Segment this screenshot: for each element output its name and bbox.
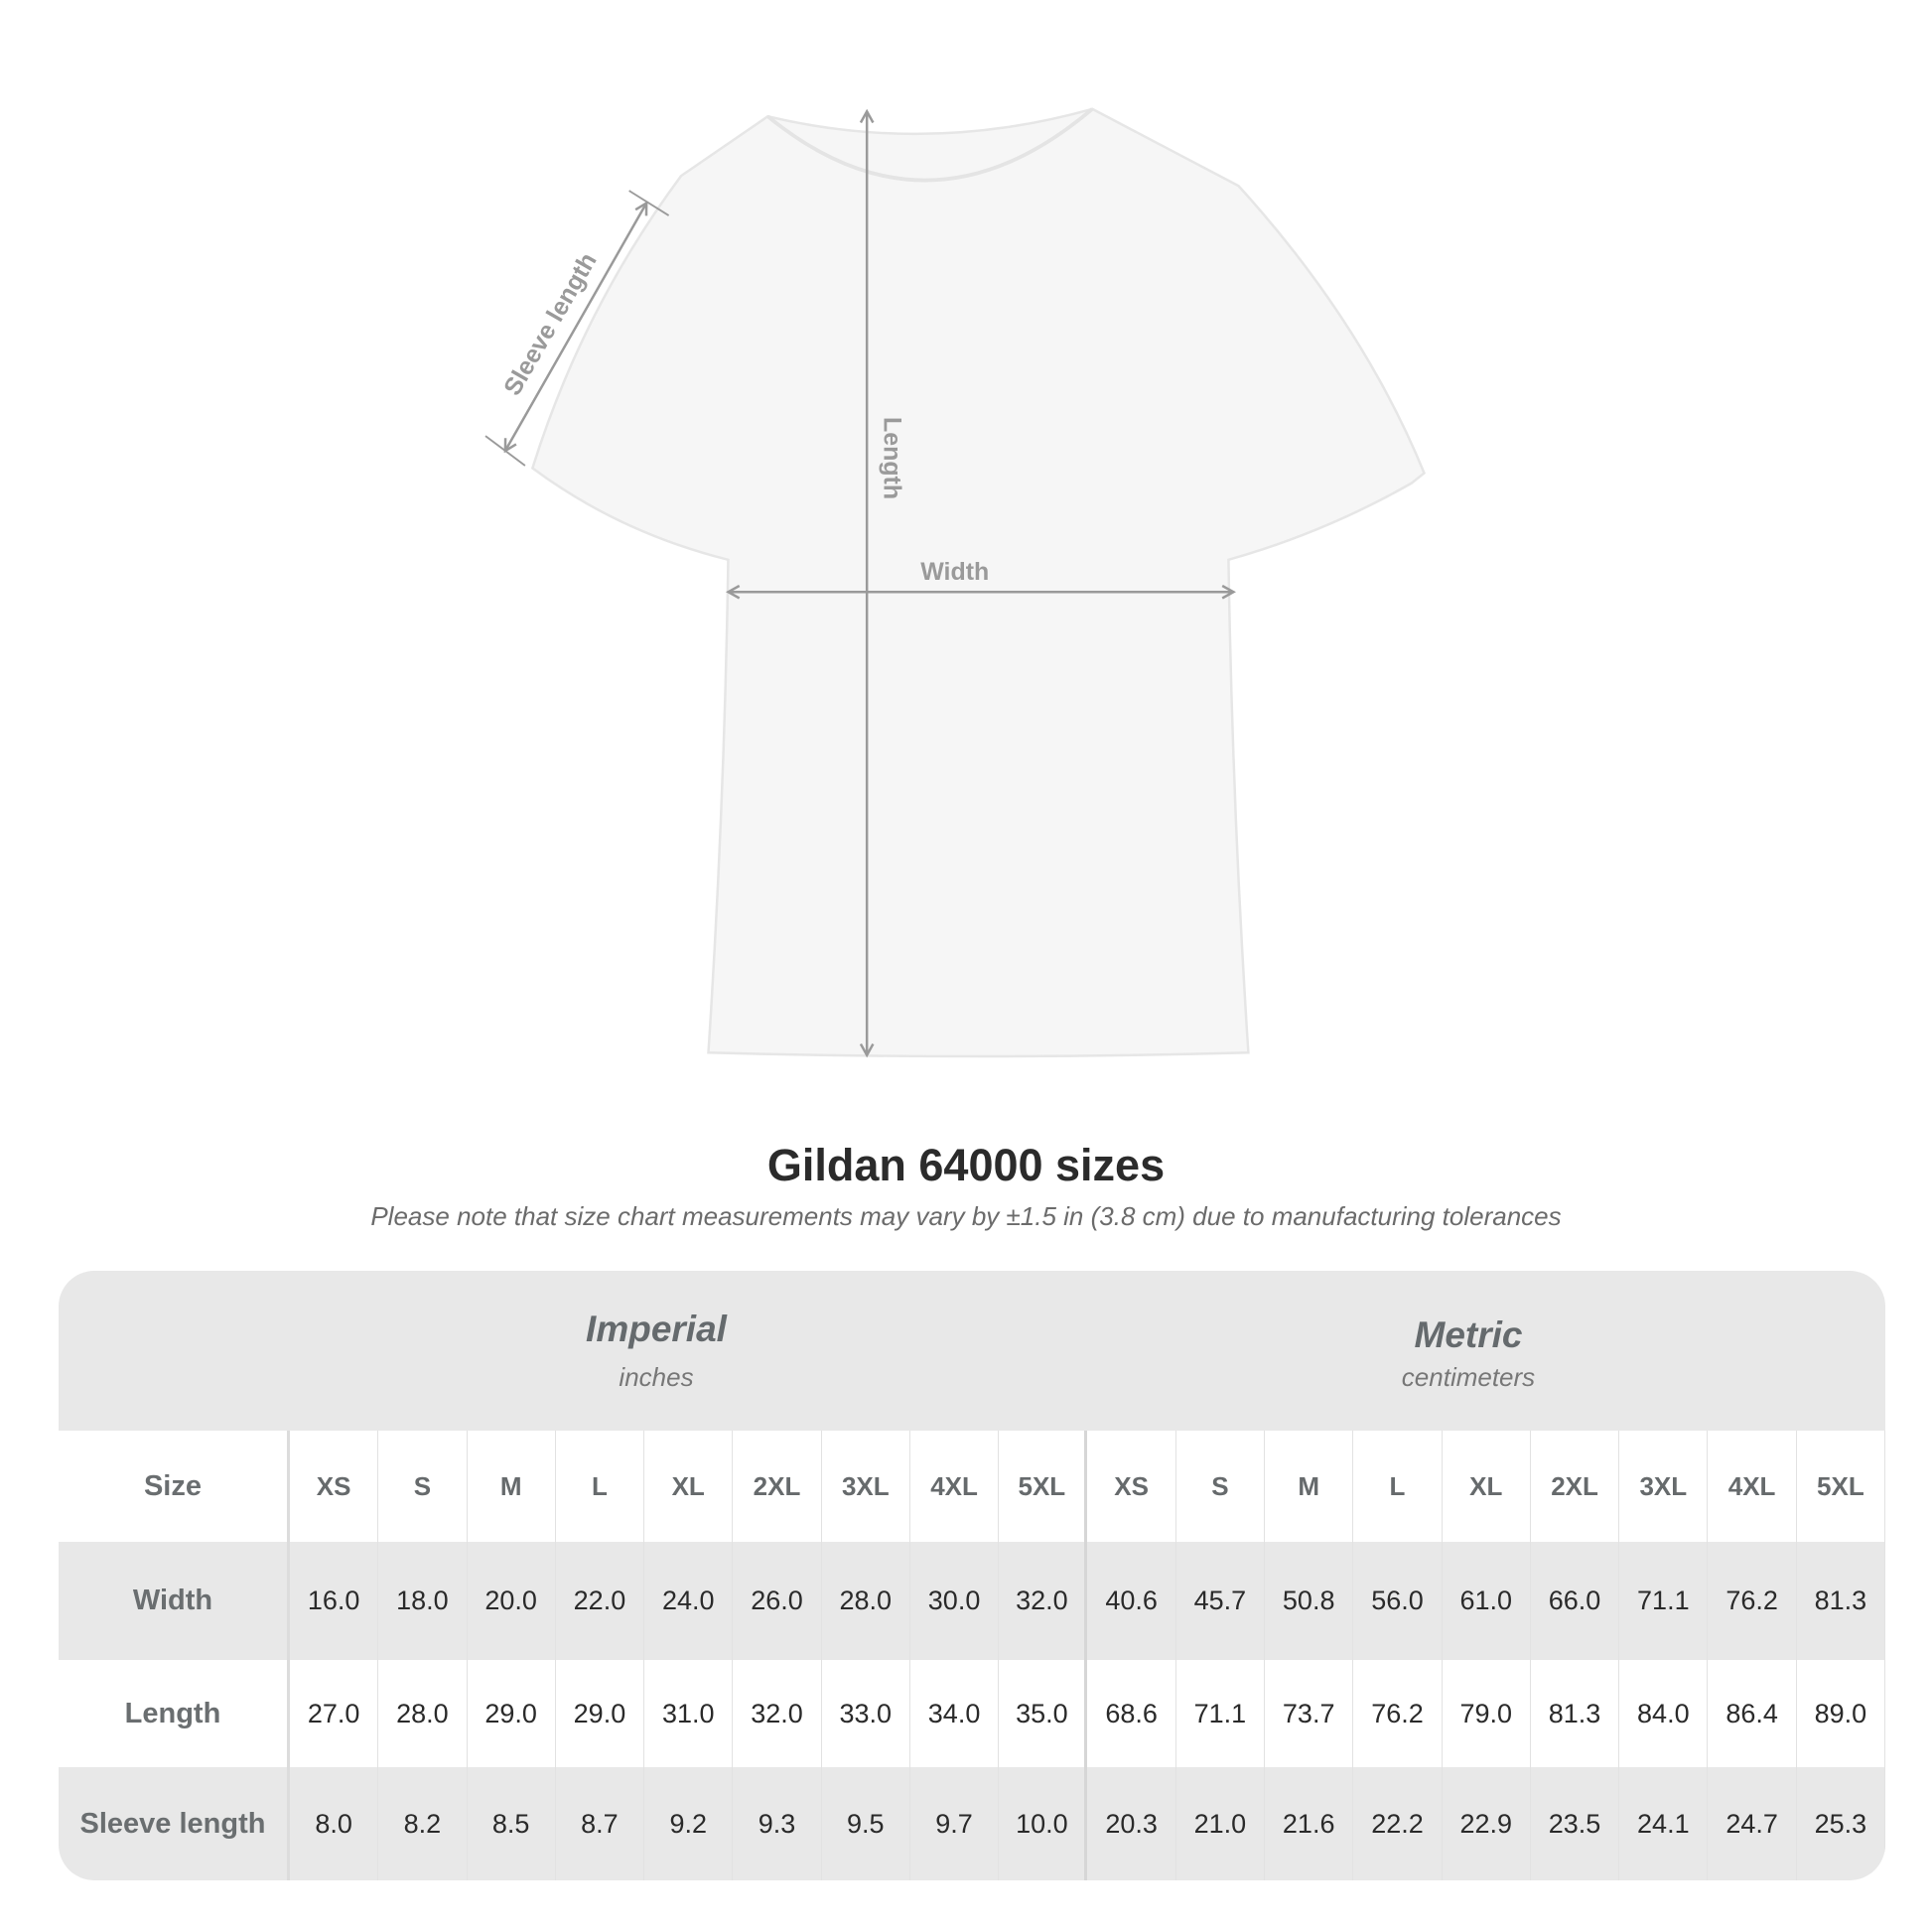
metric-size-header: M — [1265, 1431, 1354, 1542]
imperial-cell: 29.0 — [468, 1660, 556, 1767]
metric-cell: 56.0 — [1353, 1542, 1443, 1660]
imperial-cell: 31.0 — [644, 1660, 734, 1767]
imperial-cell: 32.0 — [999, 1542, 1088, 1660]
imperial-cell: 27.0 — [290, 1660, 379, 1767]
metric-cell: 20.3 — [1087, 1767, 1176, 1880]
chart-title: Gildan 64000 sizes — [766, 1140, 1166, 1190]
imperial-cell: 18.0 — [378, 1542, 468, 1660]
metric-cell: 45.7 — [1176, 1542, 1266, 1660]
row-label: Sleeve length — [59, 1767, 290, 1880]
imperial-size-header: 2XL — [733, 1431, 822, 1542]
metric-cell: 40.6 — [1087, 1542, 1176, 1660]
metric-cell: 23.5 — [1531, 1767, 1620, 1880]
tshirt-diagram: Width Length Sleeve length — [484, 107, 1427, 1112]
imperial-cell: 9.3 — [733, 1767, 822, 1880]
row-label: Size — [59, 1431, 290, 1542]
imperial-size-header: XL — [644, 1431, 734, 1542]
size-header-row: Size XS S M L XL 2XL 3XL 4XL 5XL XS S M L XL 2XL 3XL 4XL 5… — [59, 1431, 1885, 1542]
imperial-size-header: L — [556, 1431, 645, 1542]
imperial-cell: 8.5 — [468, 1767, 556, 1880]
sleeve-arrow — [505, 204, 646, 451]
imperial-cell: 32.0 — [733, 1660, 822, 1767]
metric-cell: 76.2 — [1353, 1660, 1443, 1767]
metric-cell: 24.7 — [1708, 1767, 1797, 1880]
imperial-header: Imperial inches — [358, 1309, 954, 1393]
imperial-cell: 20.0 — [468, 1542, 556, 1660]
imperial-cell: 9.5 — [822, 1767, 910, 1880]
metric-cell: 89.0 — [1797, 1660, 1885, 1767]
imperial-cell: 9.7 — [910, 1767, 1000, 1880]
row-label: Width — [59, 1542, 290, 1660]
metric-cell: 61.0 — [1443, 1542, 1531, 1660]
metric-size-header: 3XL — [1619, 1431, 1709, 1542]
tolerance-note: Please note that size chart measurements… — [370, 1201, 1562, 1231]
metric-cell: 71.1 — [1619, 1542, 1709, 1660]
metric-cell: 22.9 — [1443, 1767, 1531, 1880]
size-table: Imperial inches Metric centimeters Size X… — [59, 1271, 1885, 1880]
metric-cell: 81.3 — [1531, 1660, 1620, 1767]
imperial-size-header: 4XL — [910, 1431, 1000, 1542]
imperial-cell: 9.2 — [644, 1767, 734, 1880]
table-row: Width 16.0 18.0 20.0 22.0 24.0 26.0 28.0 30.0 32.… — [59, 1542, 1885, 1660]
imperial-cell: 22.0 — [556, 1542, 645, 1660]
metric-cell: 24.1 — [1619, 1767, 1709, 1880]
table-row: Sleeve length 8.0 8.2 8.5 8.7 9.2 9.3 9.5 9.7 10.… — [59, 1767, 1885, 1880]
imperial-title: Imperial — [586, 1309, 727, 1349]
row-label: Length — [59, 1660, 290, 1767]
imperial-cell: 8.0 — [290, 1767, 379, 1880]
imperial-cell: 8.2 — [378, 1767, 468, 1880]
metric-cell: 79.0 — [1443, 1660, 1531, 1767]
imperial-cell: 29.0 — [556, 1660, 645, 1767]
width-label: Width — [920, 558, 989, 586]
metric-size-header: 2XL — [1531, 1431, 1620, 1542]
metric-size-header: 4XL — [1708, 1431, 1797, 1542]
imperial-cell: 8.7 — [556, 1767, 645, 1880]
imperial-cell: 28.0 — [822, 1542, 910, 1660]
metric-size-header: XS — [1087, 1431, 1176, 1542]
imperial-size-header: S — [378, 1431, 468, 1542]
imperial-cell: 28.0 — [378, 1660, 468, 1767]
metric-title: Metric — [1414, 1314, 1523, 1355]
imperial-size-header: M — [468, 1431, 556, 1542]
imperial-size-header: 3XL — [822, 1431, 910, 1542]
metric-cell: 71.1 — [1176, 1660, 1266, 1767]
table-row: Length 27.0 28.0 29.0 29.0 31.0 32.0 33.0 34.0 35… — [59, 1660, 1885, 1767]
metric-cell: 22.2 — [1353, 1767, 1443, 1880]
metric-cell: 25.3 — [1797, 1767, 1885, 1880]
imperial-cell: 26.0 — [733, 1542, 822, 1660]
metric-cell: 86.4 — [1708, 1660, 1797, 1767]
imperial-unit: inches — [619, 1362, 694, 1392]
length-label: Length — [879, 417, 906, 499]
metric-cell: 50.8 — [1265, 1542, 1354, 1660]
imperial-size-header: 5XL — [999, 1431, 1088, 1542]
imperial-cell: 33.0 — [822, 1660, 910, 1767]
imperial-cell: 16.0 — [290, 1542, 379, 1660]
metric-unit: centimeters — [1401, 1362, 1536, 1392]
tshirt-shape — [530, 107, 1427, 1058]
metric-cell: 73.7 — [1265, 1660, 1354, 1767]
imperial-cell: 10.0 — [999, 1767, 1088, 1880]
metric-cell: 84.0 — [1619, 1660, 1709, 1767]
metric-cell: 21.0 — [1176, 1767, 1266, 1880]
imperial-cell: 34.0 — [910, 1660, 1000, 1767]
metric-size-header: 5XL — [1797, 1431, 1885, 1542]
imperial-cell: 30.0 — [910, 1542, 1000, 1660]
metric-cell: 66.0 — [1531, 1542, 1620, 1660]
metric-cell: 81.3 — [1797, 1542, 1885, 1660]
imperial-size-header: XS — [290, 1431, 379, 1542]
imperial-cell: 24.0 — [644, 1542, 734, 1660]
metric-cell: 21.6 — [1265, 1767, 1354, 1880]
metric-size-header: L — [1353, 1431, 1443, 1542]
metric-size-header: XL — [1443, 1431, 1531, 1542]
unit-header: Imperial inches Metric centimeters — [59, 1271, 1885, 1431]
metric-cell: 76.2 — [1708, 1542, 1797, 1660]
metric-cell: 68.6 — [1087, 1660, 1176, 1767]
imperial-cell: 35.0 — [999, 1660, 1088, 1767]
metric-size-header: S — [1176, 1431, 1266, 1542]
metric-header: Metric centimeters — [1171, 1314, 1766, 1393]
